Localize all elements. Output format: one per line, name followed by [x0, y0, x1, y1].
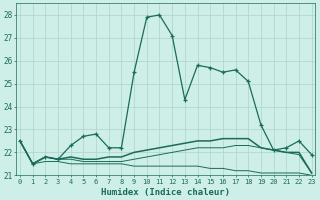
X-axis label: Humidex (Indice chaleur): Humidex (Indice chaleur)	[101, 188, 230, 197]
